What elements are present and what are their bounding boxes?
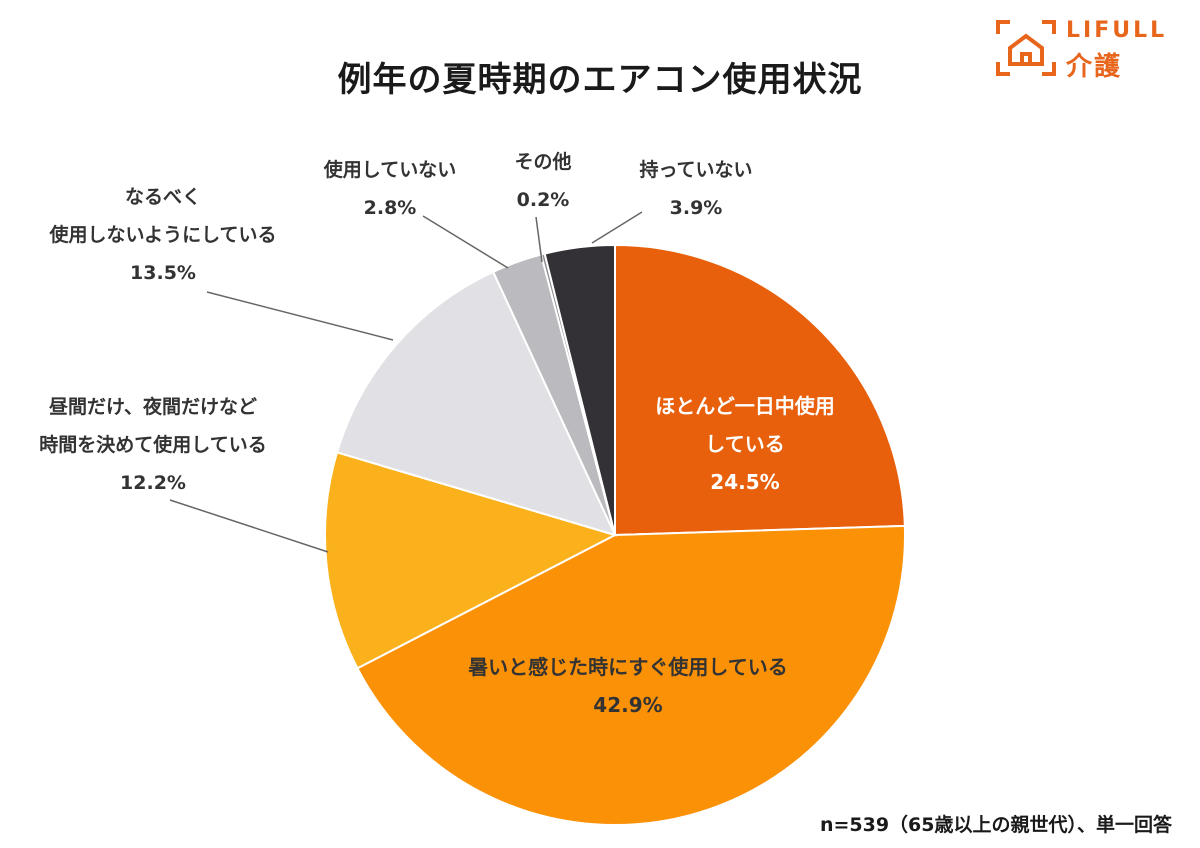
slice-value-5: 0.2% bbox=[517, 189, 570, 211]
house-bracket-icon bbox=[996, 20, 1056, 76]
chart-title: 例年の夏時期のエアコン使用状況 bbox=[337, 60, 863, 100]
slice-value-0: 24.5% bbox=[710, 470, 779, 494]
pie-slice-2 bbox=[324, 451, 618, 670]
pie-slice-0 bbox=[614, 243, 906, 537]
slice-value-1: 42.9% bbox=[593, 693, 662, 717]
slice-value-3: 13.5% bbox=[130, 262, 196, 284]
slice-label-2: 昼間だけ、夜間だけなど bbox=[49, 395, 257, 418]
leader-line-2 bbox=[169, 499, 329, 553]
slice-label-3: 使用しないようにしている bbox=[48, 224, 276, 246]
logo-wordmark: LIFULL bbox=[1066, 18, 1168, 43]
brand-logo: LIFULL 介護 bbox=[994, 18, 1184, 82]
slice-label-3: なるべく bbox=[125, 186, 201, 208]
slice-value-4: 2.8% bbox=[364, 197, 417, 219]
leader-line-6 bbox=[591, 211, 643, 244]
logo-subtitle: 介護 bbox=[1066, 52, 1123, 82]
leader-line-3 bbox=[206, 291, 394, 341]
slice-label-6: 持っていない bbox=[639, 158, 752, 181]
slice-label-5: その他 bbox=[514, 150, 571, 173]
sample-note: n=539（65歳以上の親世代）、単一回答 bbox=[819, 814, 1172, 836]
slice-label-0: している bbox=[705, 432, 784, 456]
slice-value-2: 12.2% bbox=[120, 472, 186, 494]
slice-value-6: 3.9% bbox=[670, 197, 723, 219]
leader-lines bbox=[169, 211, 643, 553]
slice-label-0: ほとんど一日中使用 bbox=[655, 394, 834, 418]
pie-slice-1 bbox=[356, 524, 906, 826]
pie-slice-6 bbox=[543, 243, 616, 536]
pie-slice-3 bbox=[335, 270, 617, 537]
slice-label-1: 暑いと感じた時にすぐ使用している bbox=[468, 655, 788, 679]
slice-label-4: 使用していない bbox=[323, 159, 456, 181]
leader-line-5 bbox=[535, 216, 543, 263]
slice-label-2: 時間を決めて使用している bbox=[39, 434, 266, 456]
leader-line-4 bbox=[422, 215, 509, 269]
pie-slices bbox=[324, 243, 906, 826]
